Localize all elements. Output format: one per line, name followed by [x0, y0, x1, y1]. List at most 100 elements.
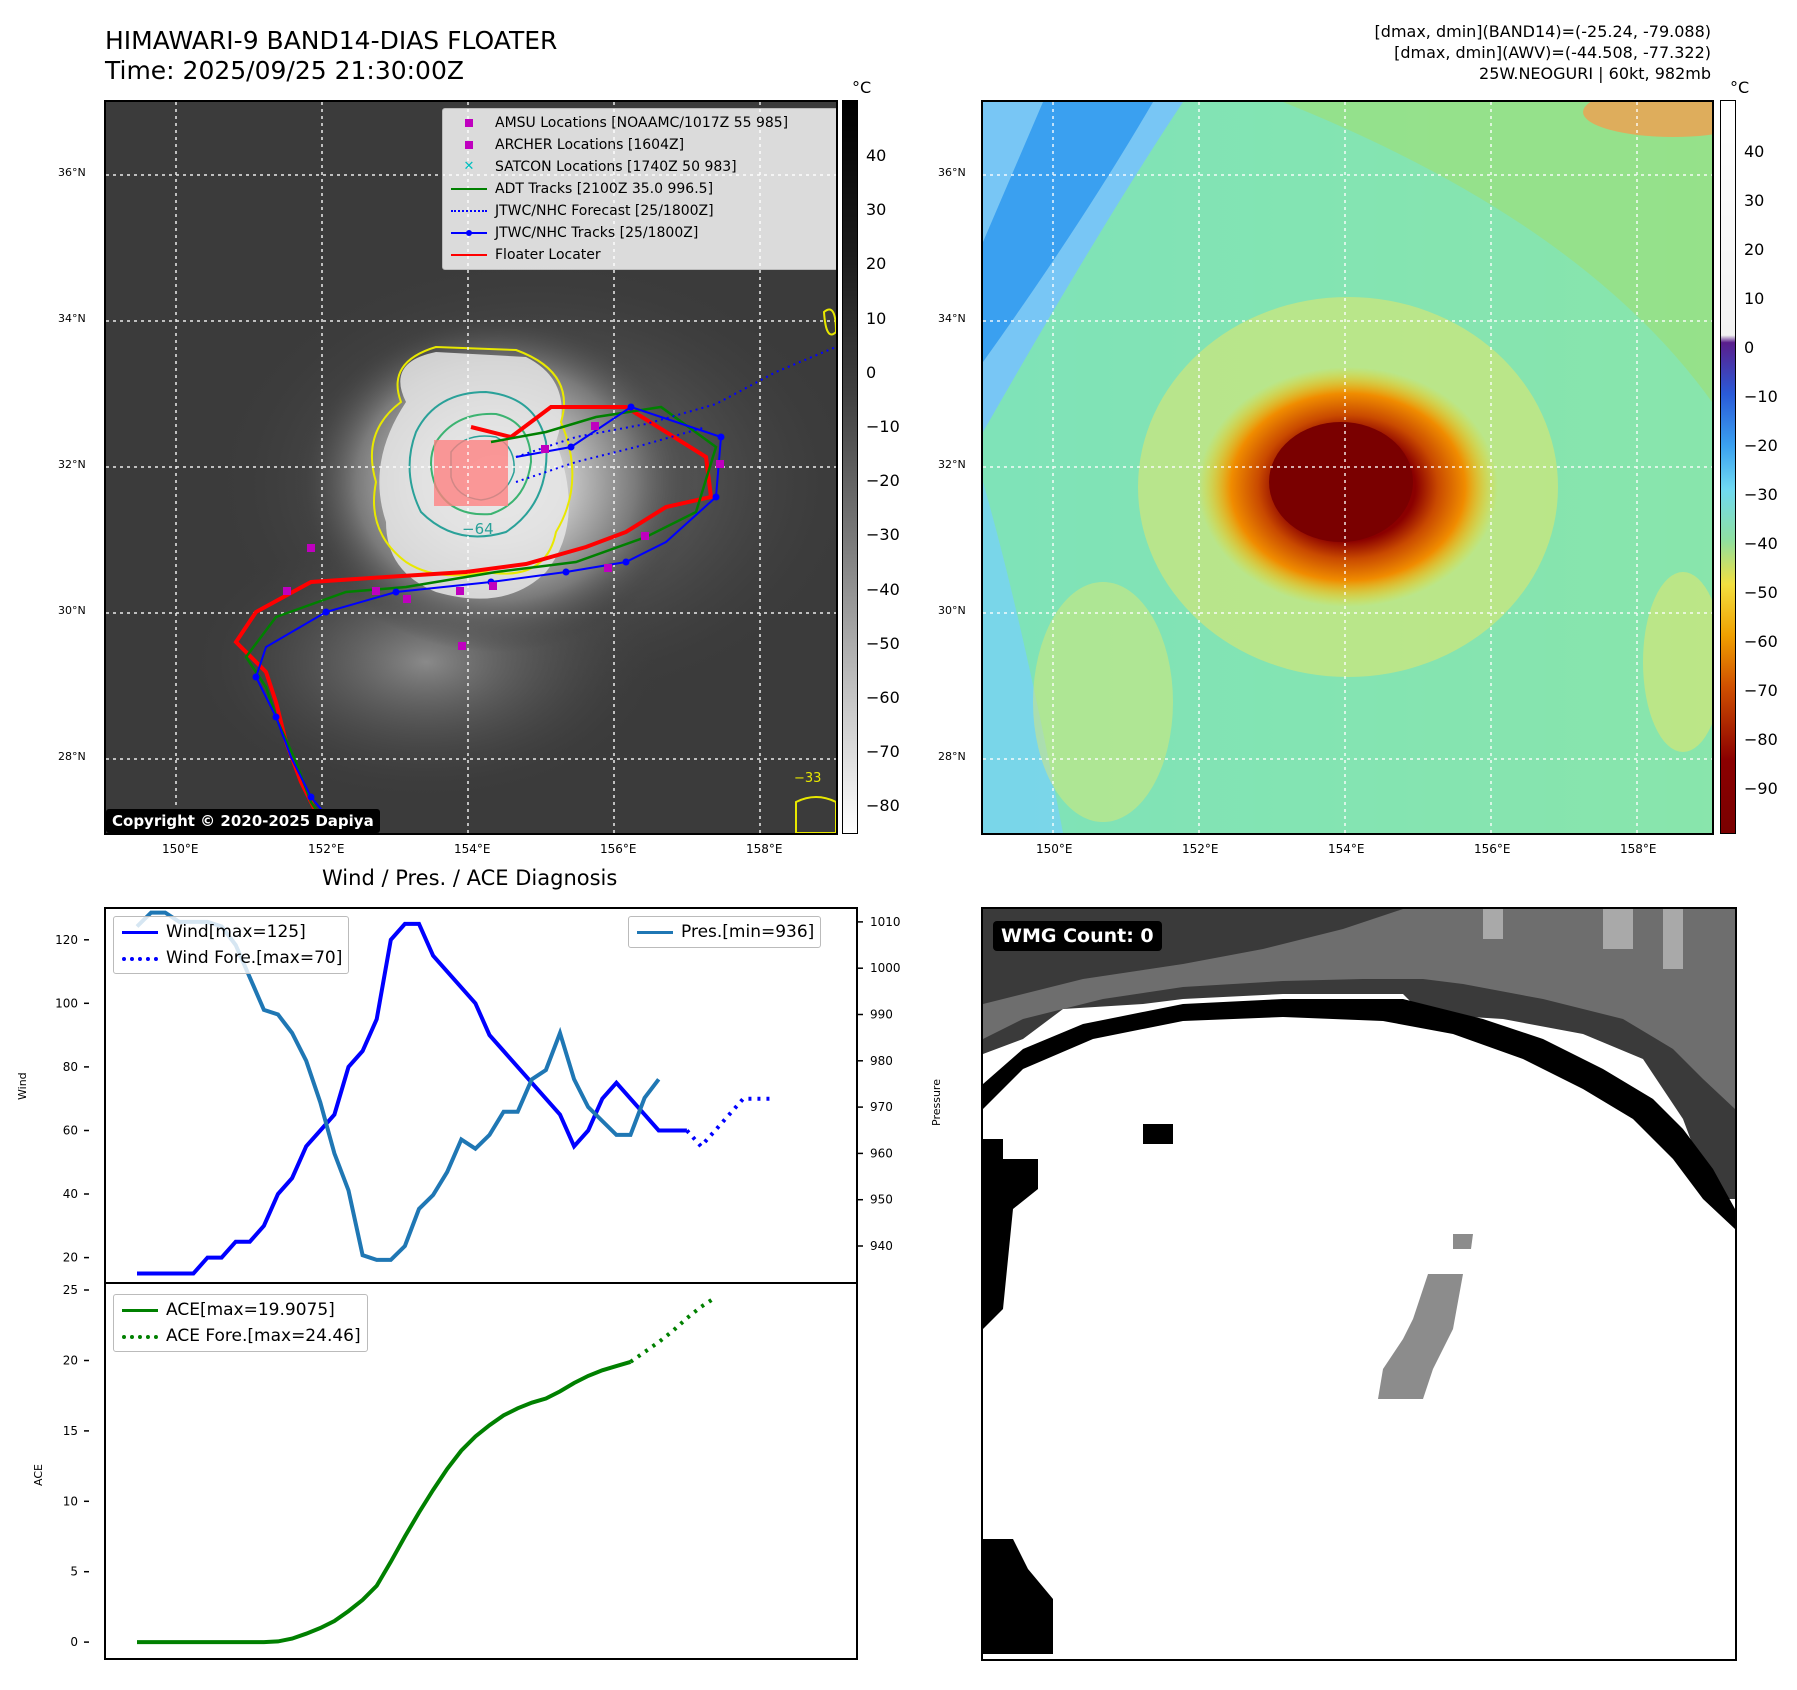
legend-item-wind: Wind[max=125]: [120, 919, 342, 945]
wv-colorbar-tick-label: 30: [1744, 191, 1765, 210]
pressure-tick-label: 950: [870, 1193, 893, 1207]
line-marker-icon: [449, 182, 489, 196]
ir-colorbar-tick-label: 20: [866, 254, 887, 274]
figure-time: Time: 2025/09/25 21:30:00Z: [105, 56, 464, 85]
pressure-tick-label: 960: [870, 1146, 893, 1160]
wind-tick-label: 60: [63, 1124, 78, 1138]
wind-tick-label: 80: [63, 1060, 78, 1074]
ir-colorbar-tick-label: −40: [866, 579, 900, 599]
wv-colorbar-tick-label: 20: [1744, 240, 1765, 259]
pressure-legend: Pres.[min=936]: [628, 916, 822, 948]
ir-colorbar-tick-label: −30: [866, 525, 900, 545]
line-marker-icon: [120, 1303, 160, 1317]
wv-colorbar-tick-label: 40: [1744, 142, 1765, 161]
legend-label: JTWC/NHC Tracks [25/1800Z]: [495, 225, 699, 241]
wv-colorbar-tick-label: −50: [1744, 583, 1778, 602]
wind-tick-label: 40: [63, 1187, 78, 1201]
wv-colorbar-unit: °C: [1730, 78, 1750, 97]
dmax-band14: [dmax, dmin](BAND14)=(-25.24, -79.088): [1374, 22, 1711, 41]
legend-item-adt: ADT Tracks [2100Z 35.0 996.5]: [449, 178, 833, 200]
pressure-ylabel: Pressure: [930, 1079, 943, 1126]
line-dot-icon: [449, 226, 489, 240]
ir-lat-28: 28°N: [58, 750, 86, 763]
wv-colorbar-tick-label: 0: [1744, 338, 1755, 357]
ir-colorbar-unit: °C: [852, 78, 872, 97]
legend-item-ace-forecast: ACE Fore.[max=24.46]: [120, 1323, 361, 1349]
x-marker-icon: ✕: [463, 159, 475, 174]
ir-colorbar-tick-label: −60: [866, 688, 900, 707]
ir-colorbar-tick-label: −80: [866, 796, 900, 816]
ir-colorbar-tick-label: −20: [866, 471, 900, 491]
ace-tick-label: 20: [63, 1354, 78, 1368]
legend-item-satcon: ✕ SATCON Locations [1740Z 50 983]: [449, 156, 833, 178]
ace-tick-label: 5: [70, 1565, 78, 1579]
wv-colorbar-tick-label: −20: [1744, 436, 1778, 455]
legend-item-amsu: AMSU Locations [NOAAMC/1017Z 55 985]: [449, 112, 833, 134]
dotted-line-icon: [120, 951, 160, 965]
line-marker-icon: [449, 248, 489, 262]
legend-label: JTWC/NHC Forecast [25/1800Z]: [495, 203, 714, 219]
ir-lat-36: 36°N: [58, 166, 86, 179]
contour-label-64: −64: [462, 520, 494, 538]
wv-lat-30: 30°N: [938, 604, 966, 617]
wv-colorbar-tick-label: −10: [1744, 387, 1778, 406]
legend-item-jtwc-forecast: JTWC/NHC Forecast [25/1800Z]: [449, 200, 833, 222]
wv-lon-158: 158°E: [1620, 842, 1657, 856]
dmax-awv: [dmax, dmin](AWV)=(-44.508, -77.322): [1394, 43, 1711, 62]
ir-lon-150: 150°E: [162, 842, 199, 856]
ace-ylabel: ACE: [32, 1464, 45, 1486]
wv-colorbar-tick-label: −40: [1744, 534, 1778, 553]
legend-label: ACE[max=19.9075]: [166, 1300, 335, 1320]
wv-colorbar-tick-label: −30: [1744, 485, 1778, 504]
line-marker-icon: [120, 925, 160, 939]
wmg-count-badge: WMG Count: 0: [993, 921, 1162, 951]
ir-colorbar-tick-label: 0: [866, 362, 877, 382]
wv-colorbar-tick-label: −60: [1744, 632, 1778, 651]
wv-colorbar-tick-label: −90: [1744, 779, 1778, 798]
line-marker-icon: [635, 925, 675, 939]
legend-label: SATCON Locations [1740Z 50 983]: [495, 159, 737, 175]
dotted-line-icon: [120, 1329, 160, 1343]
ace-tick-label: 15: [63, 1424, 78, 1438]
ir-lat-30: 30°N: [58, 604, 86, 617]
pressure-tick-label: 1010: [870, 915, 901, 929]
legend-item-archer: ARCHER Locations [1604Z]: [449, 134, 833, 156]
ir-colorbar-tick-label: 30: [866, 200, 887, 220]
legend-item-jtwc-tracks: JTWC/NHC Tracks [25/1800Z]: [449, 222, 833, 244]
wmg-image: [983, 909, 1735, 1659]
ir-colorbar-tick-label: 10: [866, 308, 887, 328]
ace-forecast-line: [629, 1295, 717, 1364]
ace-tick-label: 0: [70, 1635, 78, 1649]
wv-lon-154: 154°E: [1328, 842, 1365, 856]
ace-legend: ACE[max=19.9075] ACE Fore.[max=24.46]: [113, 1294, 368, 1352]
ace-tick-label: 25: [63, 1283, 78, 1297]
contour-label-33: −33: [794, 771, 821, 786]
ir-map: −64 −33 AMSU Locations [NOAAMC/1017Z 55 …: [104, 100, 838, 835]
storm-info: 25W.NEOGURI | 60kt, 982mb: [1479, 64, 1711, 83]
wind-ylabel: Wind: [16, 1072, 29, 1100]
wv-colorbar-tick-label: 10: [1744, 289, 1765, 308]
ace-series-line: [137, 1359, 632, 1645]
wv-lon-152: 152°E: [1182, 842, 1219, 856]
copyright-badge: Copyright © 2020-2025 Dapiya: [106, 809, 380, 833]
legend-label: Wind Fore.[max=70]: [166, 948, 343, 968]
ir-colorbar-tick-label: −10: [866, 417, 900, 436]
wind-forecast-line: [685, 1096, 772, 1150]
wv-map: [981, 100, 1714, 835]
square-marker-icon: [449, 138, 489, 152]
pressure-tick-label: 1000: [870, 961, 901, 975]
dotted-line-icon: [449, 204, 489, 218]
wmg-panel: WMG Count: 0: [981, 907, 1737, 1661]
legend-item-pressure: Pres.[min=936]: [635, 919, 814, 945]
ir-lon-158: 158°E: [746, 842, 783, 856]
legend-item-floater: Floater Locater: [449, 244, 833, 266]
ir-colorbar: [842, 100, 858, 834]
pressure-tick-label: 990: [870, 1008, 893, 1022]
ir-lon-152: 152°E: [308, 842, 345, 856]
legend-label: ACE Fore.[max=24.46]: [166, 1326, 361, 1346]
pressure-tick-label: 970: [870, 1100, 893, 1114]
wv-colorbar-tick-label: −80: [1744, 730, 1778, 749]
wind-series-line: [137, 921, 687, 1276]
ir-lon-156: 156°E: [600, 842, 637, 856]
ir-lon-154: 154°E: [454, 842, 491, 856]
